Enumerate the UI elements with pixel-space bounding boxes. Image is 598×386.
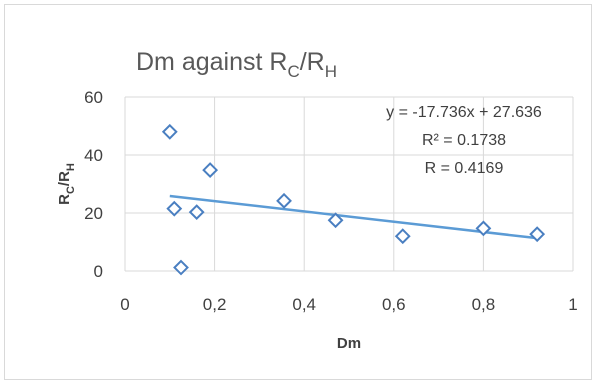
data-point: [166, 200, 183, 217]
trendline: [169, 194, 538, 240]
data-point: [188, 204, 205, 221]
x-axis-ticks: 0 0,2 0,4 0,6 0,8 1: [120, 295, 577, 314]
x-tick-label: 0,6: [382, 295, 406, 314]
data-point: [161, 123, 178, 140]
x-axis-title: Dm: [337, 335, 361, 352]
data-point: [276, 192, 292, 209]
y-axis-ticks: 0 20 40 60: [84, 88, 103, 281]
r-value-label: R = 0.4169: [425, 160, 504, 177]
data-point: [475, 220, 492, 237]
x-tick-label: 0,8: [472, 295, 496, 314]
trendline-equation: y = -17.736x + 27.636: [386, 104, 542, 121]
r-squared-label: R² = 0.1738: [422, 132, 506, 149]
data-points: [161, 123, 546, 276]
y-tick-label: 0: [94, 262, 103, 281]
data-point: [202, 162, 219, 178]
y-tick-label: 40: [84, 146, 103, 165]
gridlines: [124, 96, 574, 272]
x-tick-label: 0,4: [292, 295, 316, 314]
x-tick-label: 0: [120, 295, 129, 314]
y-tick-label: 20: [84, 204, 103, 223]
data-point: [327, 212, 344, 229]
data-point: [394, 228, 411, 245]
data-point: [529, 226, 546, 243]
y-axis-title: RC/RH: [56, 163, 77, 205]
trendline-group: [169, 194, 538, 240]
y-tick-label: 60: [84, 88, 103, 107]
chart-area: [4, 4, 592, 380]
x-tick-label: 0,2: [203, 295, 227, 314]
data-point: [173, 259, 189, 276]
x-tick-label: 1: [568, 295, 577, 314]
chart-title: Dm against RC/RH: [136, 48, 337, 81]
